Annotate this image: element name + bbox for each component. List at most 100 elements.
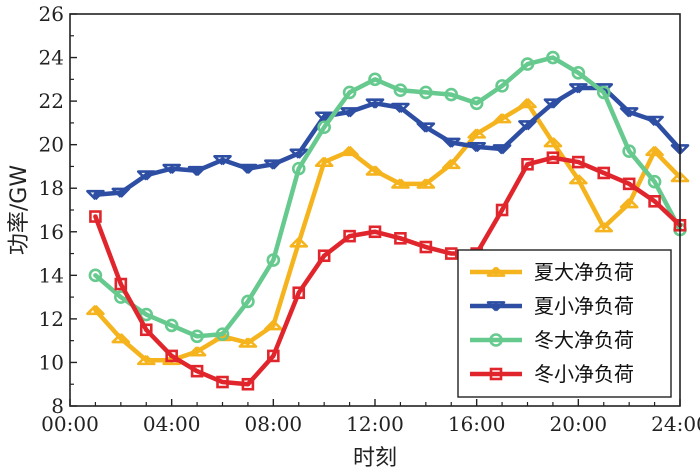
y-tick-label: 10 bbox=[39, 350, 64, 374]
data-point bbox=[571, 66, 586, 80]
data-point bbox=[597, 166, 611, 180]
data-point bbox=[520, 57, 535, 71]
data-point bbox=[572, 155, 585, 169]
data-point bbox=[89, 210, 102, 223]
data-point-core bbox=[322, 253, 326, 258]
data-point-core bbox=[119, 282, 123, 286]
x-tick-label: 08:00 bbox=[245, 412, 303, 436]
data-point bbox=[596, 85, 611, 100]
y-tick-label: 20 bbox=[39, 133, 64, 157]
data-point bbox=[546, 151, 560, 165]
data-point bbox=[190, 364, 204, 378]
data-point-core bbox=[449, 251, 454, 256]
data-point-core bbox=[373, 229, 377, 234]
data-point bbox=[368, 72, 382, 87]
data-point-core bbox=[424, 245, 428, 249]
data-point-core bbox=[246, 382, 250, 387]
data-point bbox=[88, 268, 103, 283]
series-2 bbox=[86, 83, 690, 201]
data-point-core bbox=[500, 208, 504, 212]
x-tick-label: 00:00 bbox=[41, 412, 99, 436]
y-tick-label: 18 bbox=[39, 176, 64, 200]
data-point-core bbox=[169, 354, 174, 358]
data-point bbox=[241, 294, 255, 309]
data-point bbox=[139, 307, 154, 322]
legend-label: 冬大净负荷 bbox=[534, 328, 634, 352]
series-4 bbox=[89, 151, 687, 391]
y-tick-label: 22 bbox=[39, 89, 64, 113]
data-point-core bbox=[195, 369, 199, 373]
data-point-core bbox=[601, 171, 606, 175]
legend-label: 夏小净负荷 bbox=[534, 294, 634, 318]
data-point bbox=[622, 177, 636, 191]
data-point bbox=[521, 157, 534, 171]
data-point-core bbox=[296, 290, 301, 295]
data-point bbox=[342, 85, 357, 100]
x-tick-label: 24:00 bbox=[651, 412, 700, 436]
legend-marker bbox=[489, 367, 503, 381]
x-tick-label: 04:00 bbox=[143, 412, 201, 436]
data-point bbox=[317, 249, 331, 263]
data-point bbox=[190, 329, 204, 344]
data-point bbox=[647, 174, 662, 189]
x-axis-title: 时刻 bbox=[353, 446, 397, 471]
data-point bbox=[419, 240, 433, 254]
legend-item: 冬小净负荷 bbox=[470, 362, 634, 386]
data-point-core bbox=[627, 182, 631, 186]
x-tick-label: 12:00 bbox=[346, 412, 404, 436]
data-point-core bbox=[271, 354, 276, 358]
data-point-core bbox=[525, 162, 530, 167]
y-tick-label: 14 bbox=[39, 263, 64, 287]
data-point-core bbox=[347, 234, 352, 238]
data-point bbox=[114, 277, 128, 291]
data-point bbox=[266, 253, 281, 267]
data-point-core bbox=[652, 199, 657, 204]
y-tick-label: 12 bbox=[39, 307, 64, 331]
data-point bbox=[164, 318, 179, 333]
data-point-core bbox=[144, 327, 149, 332]
data-point bbox=[165, 349, 178, 363]
legend-label: 冬小净负荷 bbox=[534, 362, 634, 386]
x-tick-label: 16:00 bbox=[448, 412, 506, 436]
data-point bbox=[292, 286, 306, 300]
data-point bbox=[419, 85, 433, 100]
data-point-core bbox=[551, 155, 555, 160]
data-point bbox=[215, 327, 230, 341]
y-tick-label: 16 bbox=[39, 220, 64, 244]
y-axis: 8 10 12 14 16 18 20 22 24 26 bbox=[39, 2, 77, 418]
data-point bbox=[393, 83, 408, 98]
data-point bbox=[267, 349, 280, 363]
data-point-core bbox=[576, 160, 581, 164]
data-point bbox=[444, 247, 458, 260]
legend-marker-core bbox=[494, 372, 498, 376]
x-tick-label: 20:00 bbox=[550, 412, 608, 436]
data-point bbox=[139, 323, 153, 337]
series-layer bbox=[86, 50, 690, 391]
data-point bbox=[495, 203, 509, 217]
y-tick-label: 8 bbox=[51, 394, 64, 418]
y-axis-title: 功率/GW bbox=[7, 165, 32, 255]
data-point-core bbox=[93, 214, 98, 219]
legend-label: 夏大净负荷 bbox=[534, 260, 634, 284]
legend-marker bbox=[489, 333, 503, 347]
data-point bbox=[622, 144, 636, 158]
data-point bbox=[394, 232, 407, 245]
series-3 bbox=[88, 50, 687, 344]
data-point bbox=[444, 87, 459, 102]
data-point bbox=[495, 79, 509, 93]
legend-item: 冬大净负荷 bbox=[470, 328, 634, 352]
data-point-core bbox=[398, 236, 403, 241]
data-point bbox=[241, 377, 255, 391]
data-point bbox=[343, 229, 356, 243]
x-axis: 00:00 04:00 08:00 12:00 16:00 20:00 24:00 bbox=[41, 399, 700, 436]
data-point bbox=[291, 161, 306, 176]
legend-item: 夏大净负荷 bbox=[470, 260, 634, 284]
data-point bbox=[216, 375, 229, 389]
data-point bbox=[546, 50, 560, 65]
data-point bbox=[469, 96, 484, 111]
data-point-core bbox=[220, 380, 225, 384]
data-point bbox=[317, 120, 331, 135]
y-tick-label: 26 bbox=[39, 2, 64, 26]
